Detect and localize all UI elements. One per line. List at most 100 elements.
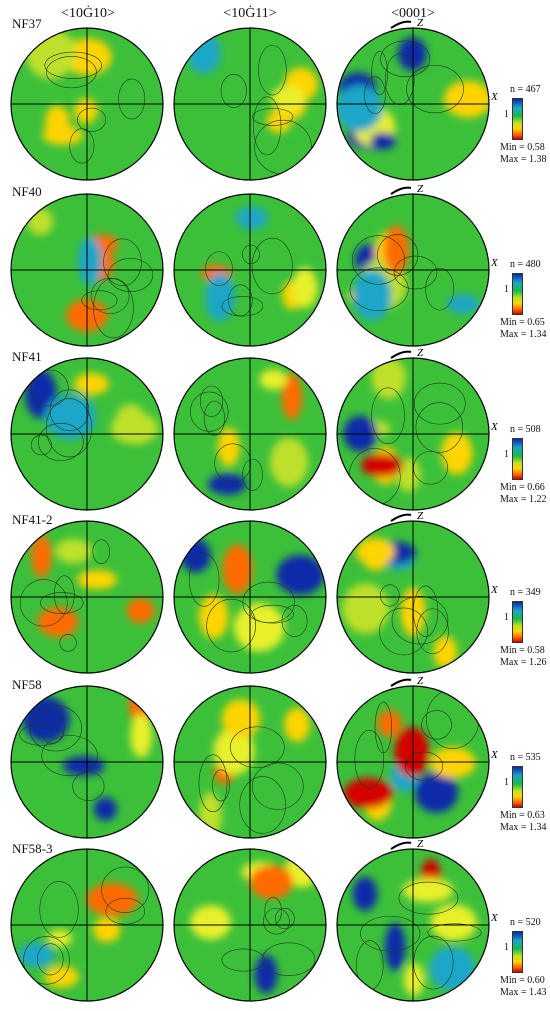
- legend-one-label: 1: [504, 942, 509, 953]
- legend-one-label: 1: [504, 109, 509, 120]
- density-blob: [266, 109, 292, 134]
- contour-line: [23, 936, 70, 985]
- legend-n: n = 349: [510, 587, 541, 598]
- pole-figure-r4-c0: [10, 685, 164, 839]
- density-blob: [371, 358, 406, 400]
- density-blob: [213, 727, 255, 775]
- x-axis-label: X: [490, 257, 499, 269]
- density-blob: [352, 876, 378, 912]
- density-blob: [187, 33, 221, 74]
- density-blob: [414, 772, 459, 813]
- contour-line: [59, 634, 77, 652]
- projection-circle: [336, 27, 490, 181]
- density-blob: [402, 877, 454, 903]
- legend-max: Max = 1.34: [500, 822, 547, 833]
- legend-min: Min = 0.58: [500, 645, 545, 656]
- row-label-nf40: NF40: [12, 184, 42, 199]
- projection-circle: [336, 357, 490, 511]
- projection-circle: [336, 848, 490, 1002]
- contour-line: [275, 908, 295, 930]
- density-blob: [397, 37, 427, 71]
- density-blob: [352, 269, 392, 321]
- density-blob: [430, 904, 477, 941]
- pole-figure-r5-c1: [173, 848, 327, 1002]
- z-axis-label: Z: [417, 675, 424, 687]
- density-blob: [383, 225, 410, 275]
- column-header-basal: <0001>: [391, 6, 435, 21]
- contour-line: [427, 923, 482, 942]
- pole-figure-r0-c0: [10, 27, 164, 181]
- contour-line: [44, 51, 102, 79]
- contour-line: [221, 296, 264, 317]
- contour-line: [206, 598, 256, 653]
- contour-line: [90, 277, 130, 315]
- contour-line: [379, 607, 428, 656]
- legend-one-label: 1: [504, 612, 509, 623]
- contour-line: [252, 108, 294, 126]
- contour-line: [46, 398, 93, 458]
- projection-circle: [173, 520, 327, 674]
- contour-line: [29, 705, 83, 752]
- contour-line: [251, 604, 295, 624]
- pole-figure-r4-c1: [173, 685, 327, 839]
- legend-max: Max = 1.43: [500, 987, 547, 998]
- density-blob: [93, 917, 121, 943]
- contour-line: [404, 751, 444, 781]
- contour-line: [371, 51, 388, 96]
- contour-line: [118, 78, 146, 120]
- density-blob: [37, 606, 79, 638]
- contour-line: [189, 391, 229, 432]
- contour-line: [242, 458, 263, 491]
- projection-circle: [173, 193, 327, 347]
- contour-line: [220, 73, 247, 108]
- legend-max: Max = 1.34: [500, 329, 547, 340]
- legend-min: Min = 0.63: [500, 810, 545, 821]
- density-blob: [284, 707, 311, 742]
- z-axis-label: Z: [417, 183, 424, 195]
- contour-line: [262, 907, 290, 935]
- density-blob: [441, 431, 473, 475]
- density-blob: [429, 946, 476, 991]
- contour-line: [214, 443, 252, 483]
- density-blob: [130, 713, 153, 758]
- projection-circle: [336, 685, 490, 839]
- row-label-nf37: NF37: [12, 16, 42, 31]
- contour-line: [212, 769, 230, 802]
- projection-circle: [336, 520, 490, 674]
- density-blob: [235, 206, 268, 230]
- color-scale-bar: [512, 766, 523, 808]
- contour-line: [364, 76, 386, 114]
- contour-line: [199, 385, 224, 417]
- density-blob: [63, 38, 112, 76]
- density-blob: [433, 635, 458, 669]
- contour-line: [81, 290, 118, 311]
- density-blob: [221, 699, 261, 739]
- density-blob: [25, 28, 76, 80]
- density-blob: [74, 98, 98, 124]
- projection-circle: [10, 520, 164, 674]
- contour-line: [92, 539, 110, 565]
- projection-circle: [173, 357, 327, 511]
- column-header-pyramid: <10Ġ11>: [223, 6, 277, 21]
- pole-figure-r5-c0: [10, 848, 164, 1002]
- contour-line: [421, 710, 452, 740]
- density-blob: [443, 80, 489, 118]
- density-blob: [126, 598, 155, 624]
- contour-line: [252, 96, 282, 156]
- color-scale-bar: [512, 601, 523, 643]
- contour-line: [40, 592, 84, 614]
- contour-line: [230, 726, 285, 769]
- color-scale-bar: [512, 438, 523, 480]
- row-label-nf41: NF41: [12, 349, 42, 364]
- contour-line: [413, 935, 454, 990]
- contour-line: [415, 402, 464, 453]
- x-axis-label: X: [490, 912, 499, 924]
- shear-sense-arrow-icon: [390, 678, 412, 687]
- density-blob: [205, 272, 235, 322]
- density-blob: [18, 942, 55, 968]
- legend-max: Max = 1.22: [500, 494, 547, 505]
- contour-line: [40, 709, 65, 744]
- contour-line: [49, 389, 90, 432]
- density-blob: [77, 569, 118, 590]
- pole-figure-r3-c0: [10, 520, 164, 674]
